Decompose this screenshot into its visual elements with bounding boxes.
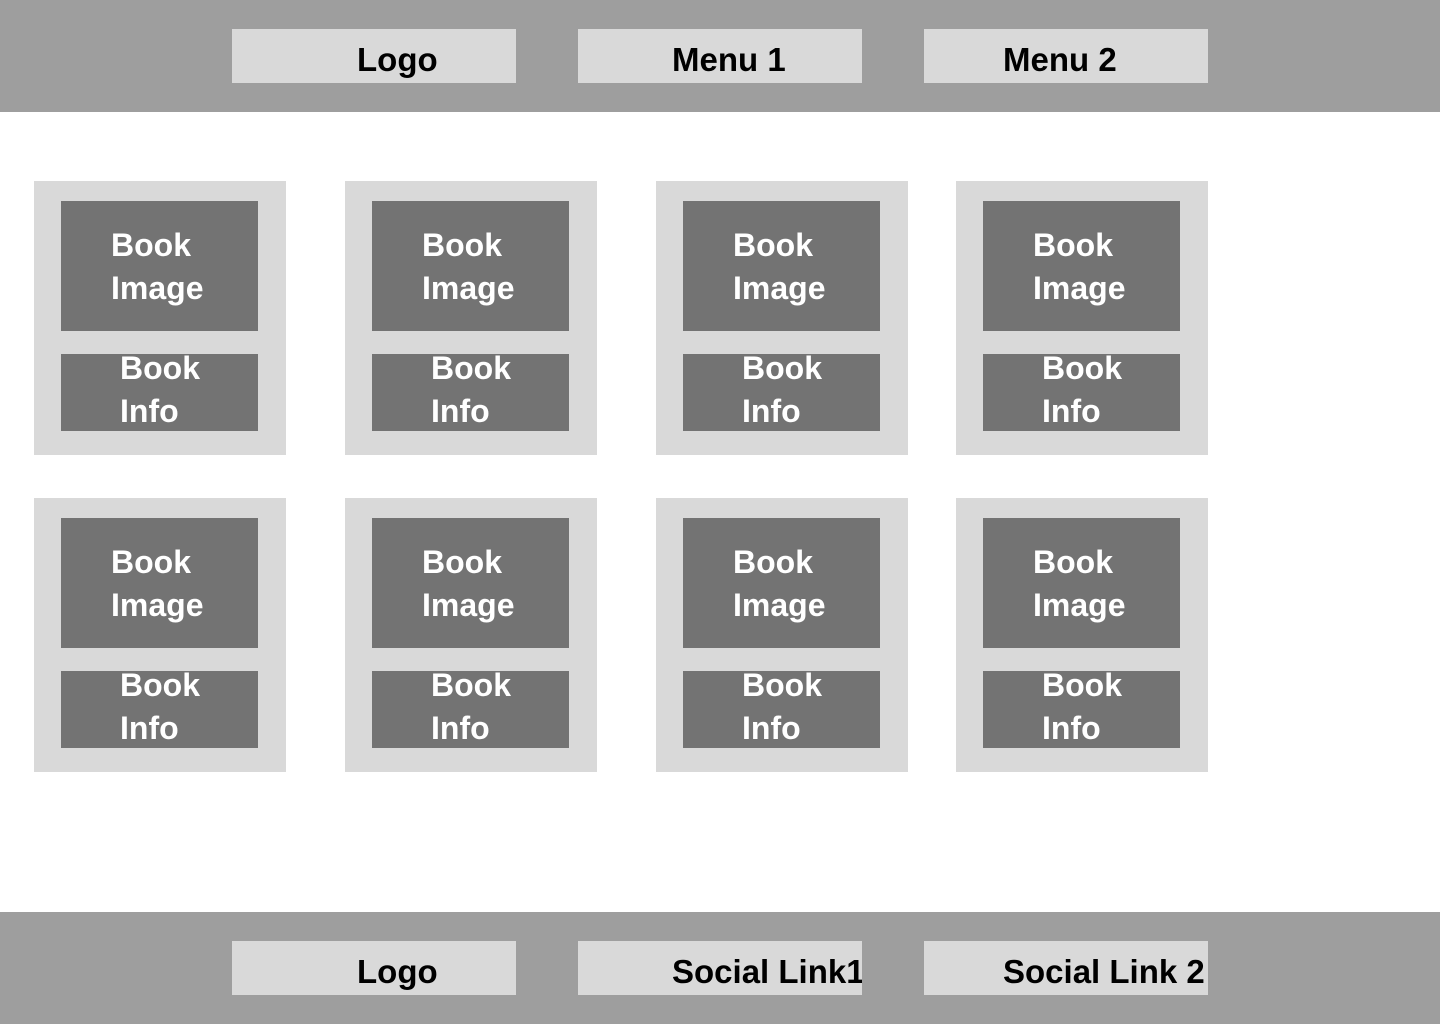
book-image[interactable]: Book Image bbox=[61, 518, 258, 648]
book-info-label: Book bbox=[1042, 350, 1122, 386]
book-image[interactable]: Book Image bbox=[372, 201, 569, 331]
book-image[interactable]: Book Image bbox=[983, 518, 1180, 648]
menu-1-label: Menu 1 bbox=[672, 41, 786, 78]
menu-1-button[interactable]: Menu 1 bbox=[578, 29, 862, 83]
book-image-label: Book bbox=[111, 544, 191, 580]
header-bar: Logo Menu 1 Menu 2 bbox=[0, 0, 1440, 112]
book-info[interactable]: Book Info bbox=[683, 350, 880, 431]
book-image-label: Image bbox=[733, 270, 826, 306]
book-image-label: Image bbox=[733, 587, 826, 623]
book-image-label: Book bbox=[733, 227, 813, 263]
book-image-label: Image bbox=[111, 270, 204, 306]
book-card[interactable]: Book Image Book Info bbox=[345, 181, 597, 455]
book-info[interactable]: Book Info bbox=[61, 667, 258, 748]
footer-logo[interactable]: Logo bbox=[232, 941, 516, 995]
book-info-label: Info bbox=[431, 393, 490, 429]
book-image[interactable]: Book Image bbox=[372, 518, 569, 648]
book-card[interactable]: Book Image Book Info bbox=[656, 181, 908, 455]
book-image[interactable]: Book Image bbox=[683, 201, 880, 331]
book-image-label: Image bbox=[1033, 270, 1126, 306]
book-image-label: Book bbox=[111, 227, 191, 263]
book-image-label: Image bbox=[422, 270, 515, 306]
book-info[interactable]: Book Info bbox=[61, 350, 258, 431]
book-info-label: Info bbox=[1042, 393, 1101, 429]
book-info-label: Info bbox=[431, 710, 490, 746]
book-info[interactable]: Book Info bbox=[372, 350, 569, 431]
book-info[interactable]: Book Info bbox=[983, 350, 1180, 431]
book-info-label: Book bbox=[742, 350, 822, 386]
social-link-1-label: Social Link1 bbox=[672, 953, 862, 990]
social-link-1[interactable]: Social Link1 bbox=[578, 941, 862, 995]
book-image[interactable]: Book Image bbox=[683, 518, 880, 648]
footer-bar: Logo Social Link1 Social Link 2 bbox=[0, 912, 1440, 1024]
book-image-label: Image bbox=[1033, 587, 1126, 623]
book-info[interactable]: Book Info bbox=[372, 667, 569, 748]
book-image-label: Book bbox=[1033, 227, 1113, 263]
book-image-label: Image bbox=[422, 587, 515, 623]
book-info-label: Book bbox=[742, 667, 822, 703]
book-image-label: Book bbox=[733, 544, 813, 580]
book-image-label: Book bbox=[1033, 544, 1113, 580]
book-image-label: Image bbox=[111, 587, 204, 623]
book-info-label: Info bbox=[742, 393, 801, 429]
book-card[interactable]: Book Image Book Info bbox=[34, 181, 286, 455]
book-info-label: Book bbox=[1042, 667, 1122, 703]
menu-2-button[interactable]: Menu 2 bbox=[924, 29, 1208, 83]
book-info-label: Book bbox=[120, 667, 200, 703]
social-link-2[interactable]: Social Link 2 bbox=[924, 941, 1208, 995]
book-card[interactable]: Book Image Book Info bbox=[345, 498, 597, 772]
book-card[interactable]: Book Image Book Info bbox=[656, 498, 908, 772]
book-image[interactable]: Book Image bbox=[61, 201, 258, 331]
book-image-label: Book bbox=[422, 544, 502, 580]
social-link-2-label: Social Link 2 bbox=[1003, 953, 1205, 990]
menu-2-label: Menu 2 bbox=[1003, 41, 1117, 78]
book-image[interactable]: Book Image bbox=[983, 201, 1180, 331]
book-image-label: Book bbox=[422, 227, 502, 263]
book-info-label: Book bbox=[120, 350, 200, 386]
book-info[interactable]: Book Info bbox=[683, 667, 880, 748]
book-info-label: Book bbox=[431, 350, 511, 386]
footer-logo-label: Logo bbox=[357, 953, 438, 990]
book-card[interactable]: Book Image Book Info bbox=[956, 181, 1208, 455]
book-info-label: Info bbox=[120, 710, 179, 746]
book-info-label: Info bbox=[120, 393, 179, 429]
book-card[interactable]: Book Image Book Info bbox=[956, 498, 1208, 772]
book-info[interactable]: Book Info bbox=[983, 667, 1180, 748]
header-logo[interactable]: Logo bbox=[232, 29, 516, 83]
book-info-label: Info bbox=[1042, 710, 1101, 746]
header-logo-label: Logo bbox=[357, 41, 438, 78]
book-info-label: Info bbox=[742, 710, 801, 746]
book-card[interactable]: Book Image Book Info bbox=[34, 498, 286, 772]
book-info-label: Book bbox=[431, 667, 511, 703]
